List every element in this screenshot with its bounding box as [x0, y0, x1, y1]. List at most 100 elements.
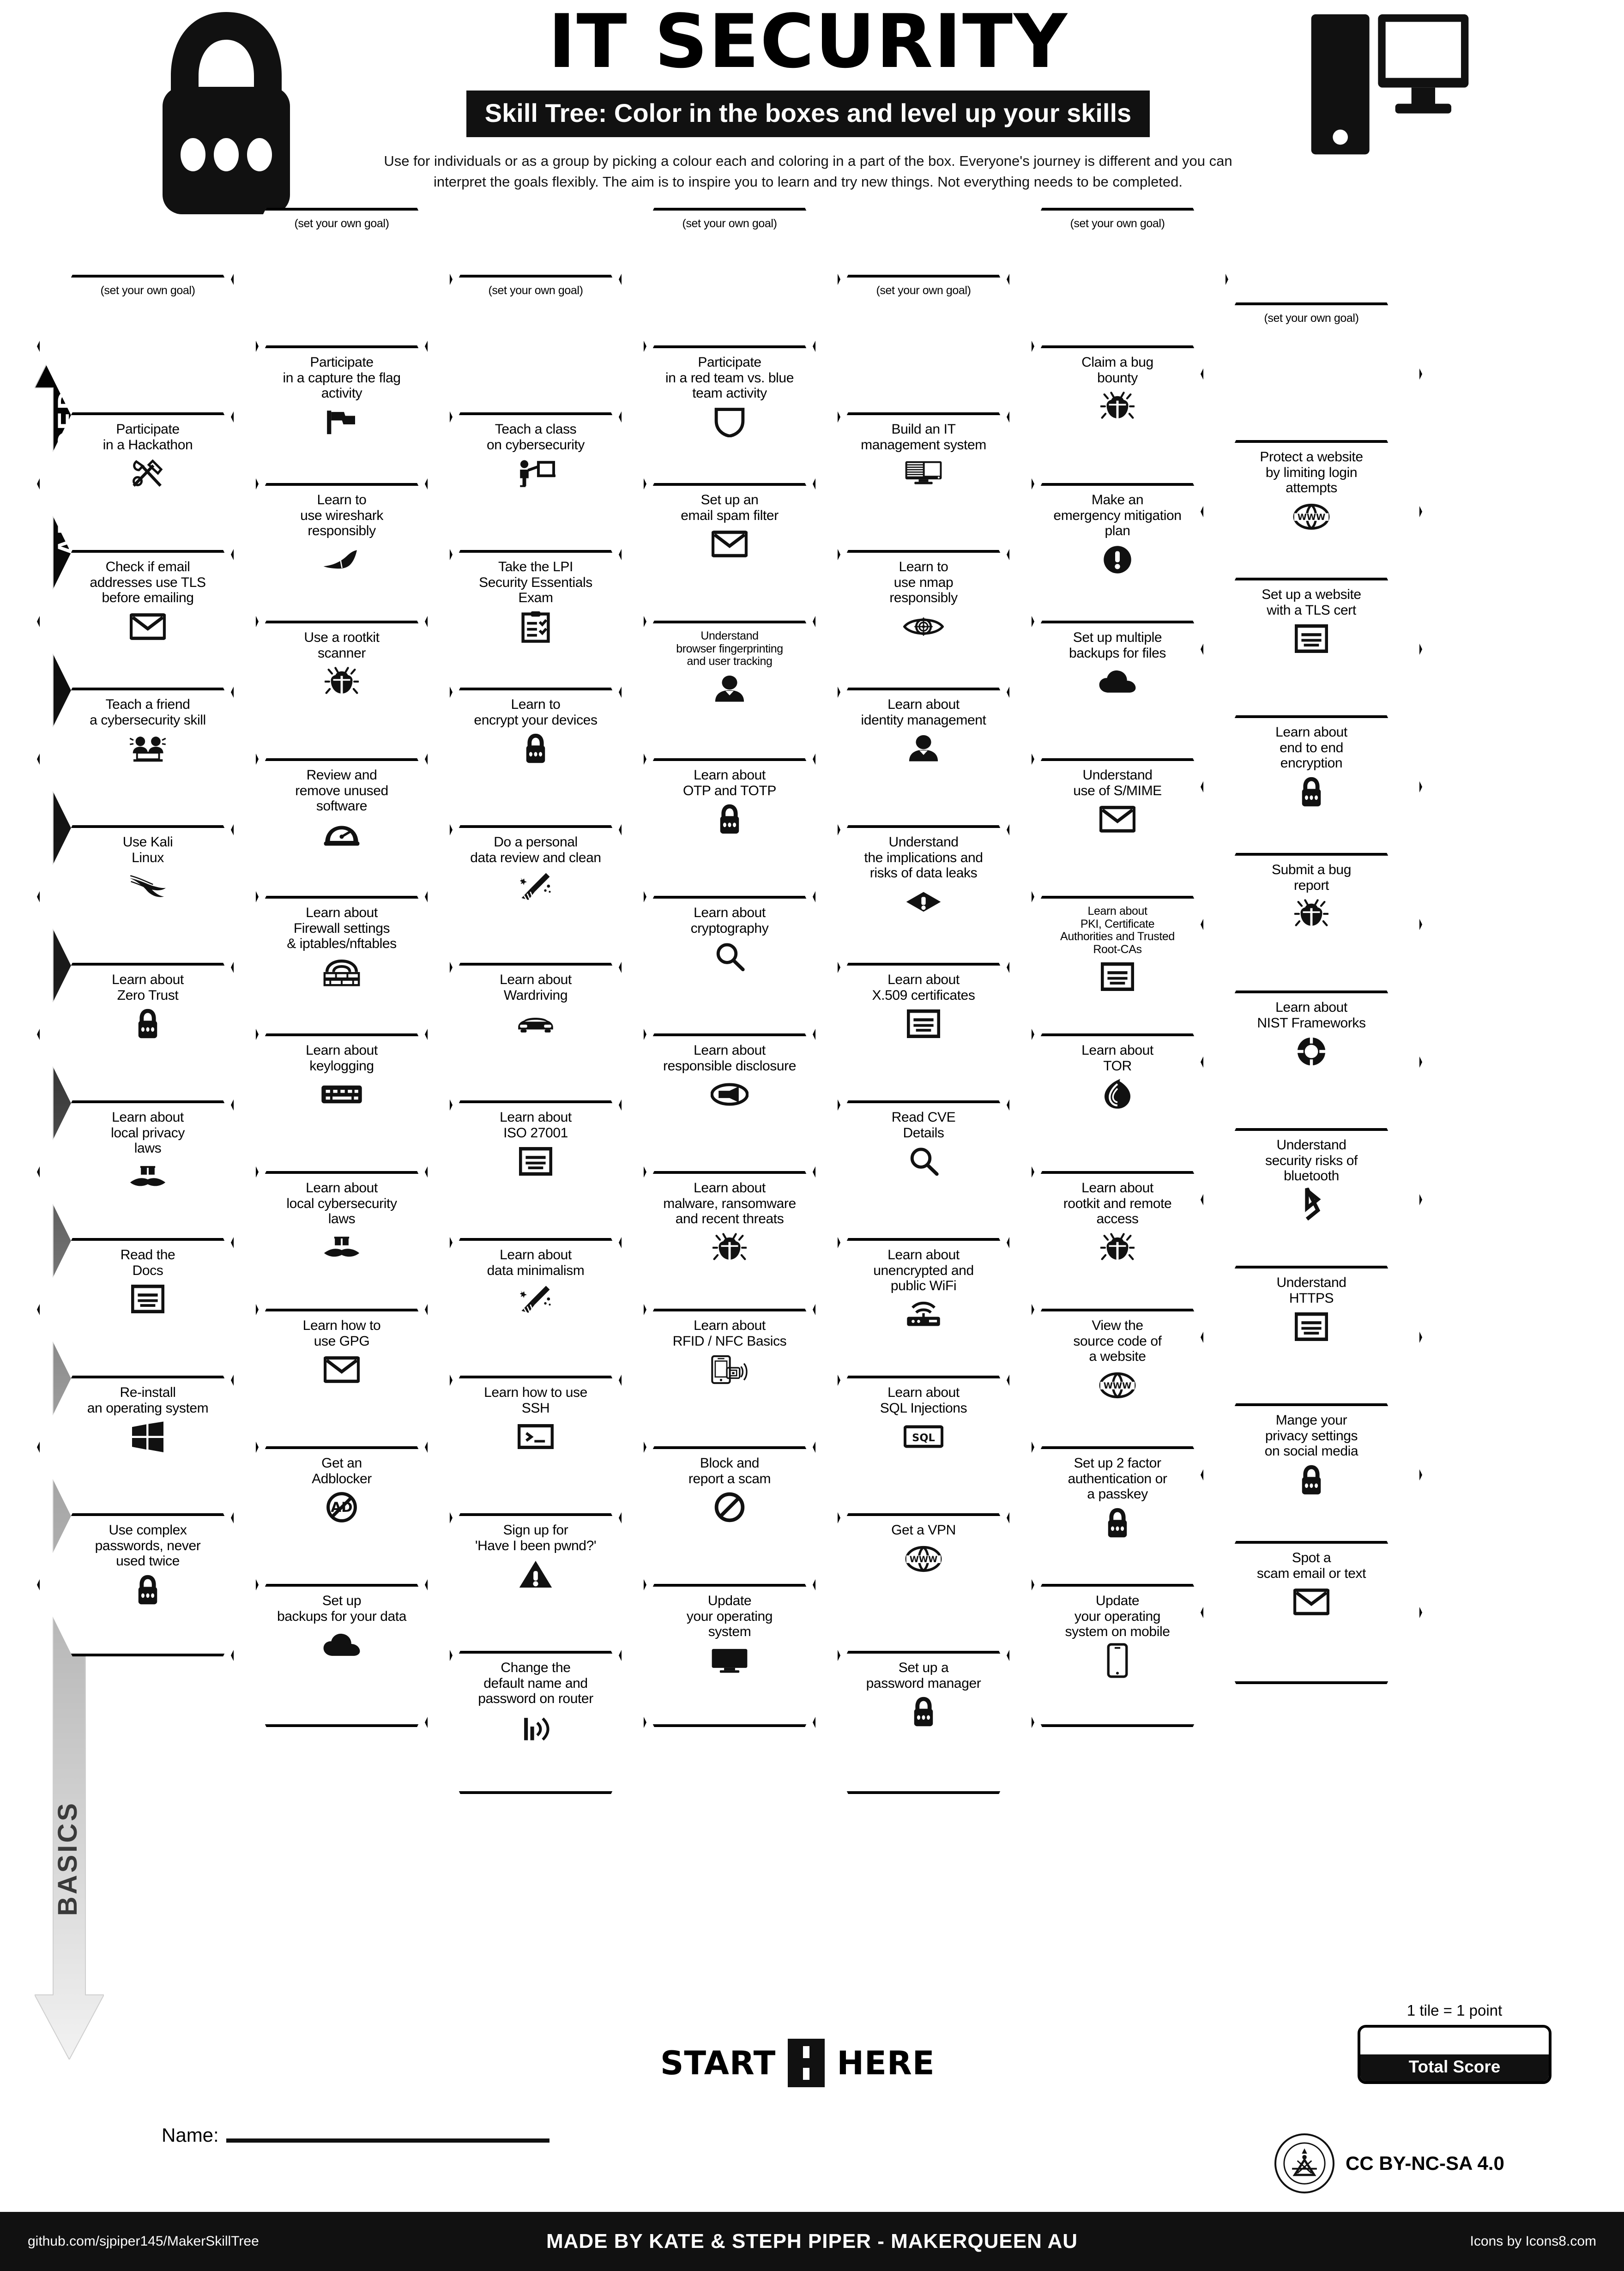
skill-tile-label: Spot a scam email or text — [1256, 1550, 1366, 1581]
skill-tile[interactable]: Use complex passwords, never used twice — [37, 1513, 259, 1656]
skill-tile[interactable]: Update your operating system on mobile — [1007, 1584, 1228, 1727]
skill-tile[interactable]: Teach a friend a cybersecurity skill — [37, 688, 259, 831]
skill-tile[interactable]: Learn about malware, ransomware and recent… — [619, 1171, 840, 1314]
footer-repo-link[interactable]: github.com/sjpiper145/MakerSkillTree — [28, 2234, 259, 2249]
skill-tile[interactable]: Set up an email spam filter — [619, 483, 840, 626]
skill-tile[interactable]: Learn about SQL Injections SQL — [813, 1376, 1034, 1519]
skill-tile[interactable]: Set up a password manager — [813, 1651, 1034, 1794]
skill-tile[interactable]: Understand the implications and risks of d… — [813, 825, 1034, 968]
skill-tile[interactable]: Make an emergency mitigation plan — [1007, 483, 1228, 626]
skill-tile[interactable]: Understand browser fingerprinting and user… — [619, 621, 840, 764]
skill-tile[interactable]: Re-install an operating system — [37, 1376, 259, 1519]
skill-tile[interactable]: Understand HTTPS — [1201, 1266, 1422, 1409]
skill-tile[interactable]: Get a VPN WWW — [813, 1513, 1034, 1656]
skill-tile[interactable]: (set your own goal) — [425, 275, 646, 418]
here-word: HERE — [837, 2044, 935, 2082]
skill-tile[interactable]: Claim a bug bounty — [1007, 345, 1228, 489]
skill-tile[interactable]: Learn about Zero Trust — [37, 963, 259, 1106]
skill-tile[interactable]: Learn about OTP and TOTP — [619, 758, 840, 901]
skill-tile[interactable]: Understand security risks of bluetooth — [1201, 1128, 1422, 1271]
skill-tile[interactable]: Block and report a scam — [619, 1446, 840, 1589]
skill-tile[interactable]: Set up a website with a TLS cert — [1201, 578, 1422, 721]
skill-tile[interactable]: Read CVE Details — [813, 1100, 1034, 1244]
skill-tile[interactable]: Review and remove unused software — [231, 758, 453, 901]
skill-tile-label: Learn about Zero Trust — [112, 972, 184, 1003]
terminal-icon — [518, 1419, 554, 1454]
skill-tile[interactable]: Learn about TOR — [1007, 1033, 1228, 1177]
car-icon — [516, 1007, 555, 1041]
skill-tile[interactable]: Mange your privacy settings on social medi… — [1201, 1403, 1422, 1546]
bug-icon — [1100, 1231, 1135, 1265]
skill-tile[interactable]: Take the LPI Security Essentials Exam — [425, 550, 646, 693]
skill-tile[interactable]: Learn about ISO 27001 — [425, 1100, 646, 1244]
skill-tile[interactable]: Understand use of S/MIME — [1007, 758, 1228, 901]
skill-tile-label: (set your own goal) — [1070, 217, 1165, 230]
skill-tile[interactable]: Learn about NIST Frameworks — [1201, 991, 1422, 1134]
shark-fin-icon — [322, 543, 361, 577]
skill-tile[interactable]: (set your own goal) — [37, 275, 259, 418]
skill-tile[interactable]: Use a rootkit scanner — [231, 621, 453, 764]
skill-tile[interactable]: Participate in a capture the flag activity — [231, 345, 453, 489]
skill-tile[interactable]: (set your own goal) — [1007, 208, 1228, 351]
skill-tile[interactable]: Learn about data minimalism — [425, 1238, 646, 1381]
skill-tile[interactable]: Learn how to use SSH — [425, 1376, 646, 1519]
skill-tile[interactable]: Participate in a Hackathon — [37, 412, 259, 556]
skill-tile[interactable]: Learn about responsible disclosure — [619, 1033, 840, 1177]
skill-tile[interactable]: Learn about unencrypted and public WiFi — [813, 1238, 1034, 1381]
skill-tile-label: Mange your privacy settings on social medi… — [1264, 1413, 1358, 1459]
skill-tile[interactable]: Set up 2 factor authentication or a passke… — [1007, 1446, 1228, 1589]
name-input-line[interactable] — [226, 2138, 549, 2143]
score-value[interactable] — [1360, 2028, 1549, 2054]
skill-tile[interactable]: Read the Docs — [37, 1238, 259, 1381]
skill-tile[interactable]: Set up multiple backups for files — [1007, 621, 1228, 764]
total-score-box[interactable]: Total Score — [1358, 2025, 1552, 2084]
score-caption: 1 tile = 1 point — [1407, 2002, 1503, 2019]
skill-tile[interactable]: Change the default name and password on ro… — [425, 1651, 646, 1794]
footer-icons-credit[interactable]: Icons by Icons8.com — [1470, 2234, 1596, 2249]
skill-tile[interactable]: View the source code of a website WWW — [1007, 1309, 1228, 1452]
skill-tile[interactable]: Spot a scam email or text — [1201, 1541, 1422, 1684]
skill-tile[interactable]: (set your own goal) — [813, 275, 1034, 418]
skill-tile[interactable]: Learn about identity management — [813, 688, 1034, 831]
skill-tile[interactable]: Learn about local cybersecurity laws — [231, 1171, 453, 1314]
skill-tile[interactable]: Learn about PKI, Certificate Authorities a… — [1007, 896, 1228, 1039]
skill-tile[interactable]: Update your operating system — [619, 1584, 840, 1727]
skill-tile[interactable]: Learn how to use GPG — [231, 1309, 453, 1452]
open-book-hand-icon — [322, 1231, 361, 1265]
skill-tile[interactable]: (set your own goal) — [1201, 302, 1422, 446]
skill-tile[interactable]: Learn about Firewall settings & iptables/n… — [231, 896, 453, 1039]
router-wifi-icon — [905, 1298, 942, 1332]
skill-tile[interactable]: Do a personal data review and clean — [425, 825, 646, 968]
skill-tile[interactable]: Sign up for 'Have I been pwnd?' — [425, 1513, 646, 1656]
document-icon — [1101, 960, 1134, 994]
skill-tile[interactable]: (set your own goal) — [619, 208, 840, 351]
skill-tile[interactable]: Check if email addresses use TLS before em… — [37, 550, 259, 693]
skill-tile[interactable]: Learn about rootkit and remote access — [1007, 1171, 1228, 1314]
skill-tile[interactable]: Learn about RFID / NFC Basics — [619, 1309, 840, 1452]
skill-tile[interactable]: Learn about X.509 certificates — [813, 963, 1034, 1106]
skill-tile[interactable]: Teach a class on cybersecurity — [425, 412, 646, 556]
skill-tile-label: Learn about SQL Injections — [880, 1385, 967, 1416]
server-monitor-icon — [904, 456, 943, 490]
skill-tile[interactable]: Submit a bug report — [1201, 853, 1422, 996]
skill-tile[interactable]: (set your own goal) — [231, 208, 453, 351]
maker-badge-icon — [1274, 2133, 1334, 2193]
skill-tile[interactable]: Learn about end to end encryption — [1201, 715, 1422, 858]
skill-tile[interactable]: Learn about local privacy laws — [37, 1100, 259, 1244]
skill-tile[interactable]: Learn about cryptography — [619, 896, 840, 1039]
skill-tile-label: Set up multiple backups for files — [1069, 630, 1166, 661]
skill-tile[interactable]: Learn about keylogging — [231, 1033, 453, 1177]
skill-tile[interactable]: Build an IT management system — [813, 412, 1034, 556]
bug-icon — [712, 1231, 747, 1265]
skill-tile[interactable]: Set up backups for your data — [231, 1584, 453, 1727]
skill-tile[interactable]: Learn to use wireshark responsibly — [231, 483, 453, 626]
skill-tile[interactable]: Use Kali Linux — [37, 825, 259, 968]
skill-tile[interactable]: Learn about Wardriving — [425, 963, 646, 1106]
skill-tile[interactable]: Learn to use nmap responsibly — [813, 550, 1034, 693]
skill-tile[interactable]: Learn to encrypt your devices — [425, 688, 646, 831]
page-title: IT SECURITY — [548, 0, 1068, 85]
name-field[interactable]: Name: — [162, 2124, 549, 2146]
skill-tile[interactable]: Protect a website by limiting login attemp… — [1201, 440, 1422, 583]
skill-tile[interactable]: Participate in a red team vs. blue team ac… — [619, 345, 840, 489]
